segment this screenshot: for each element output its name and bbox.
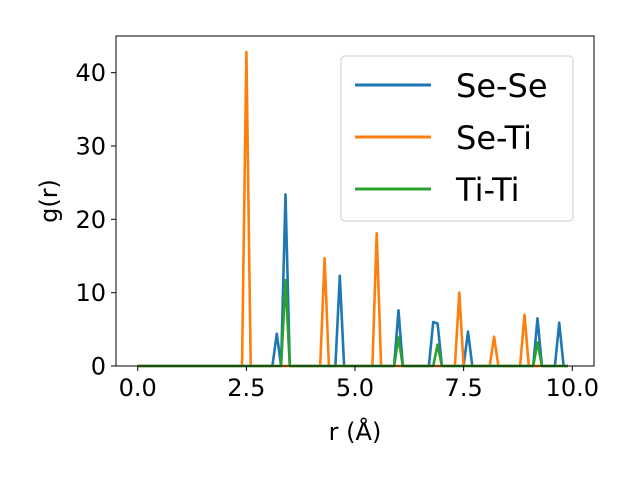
x-axis-label: r (Å) [329, 417, 382, 446]
y-tick-label: 40 [75, 59, 106, 87]
legend-box [340, 55, 574, 222]
x-axis: 0.0 2.5 5.0 7.5 10.0 [119, 366, 599, 402]
x-tick-label: 10.0 [546, 374, 599, 402]
y-axis: 0 10 20 30 40 [75, 59, 116, 381]
legend-entry-se-se: Se-Se [355, 67, 548, 105]
y-tick-label: 20 [75, 206, 106, 234]
legend: Se-Se Se-Ti Ti-Ti [340, 55, 574, 222]
x-tick-label: 2.5 [227, 374, 265, 402]
legend-label-se-se: Se-Se [456, 67, 548, 105]
x-tick-label: 5.0 [336, 374, 374, 402]
legend-entry-se-ti: Se-Ti [355, 119, 532, 157]
x-tick-label: 7.5 [445, 374, 483, 402]
legend-label-se-ti: Se-Ti [456, 119, 532, 157]
y-axis-label: g(r) [35, 179, 63, 223]
y-tick-label: 0 [91, 353, 106, 381]
legend-label-ti-ti: Ti-Ti [455, 171, 520, 209]
y-tick-label: 10 [75, 279, 106, 307]
y-tick-label: 30 [75, 133, 106, 161]
x-tick-label: 0.0 [119, 374, 157, 402]
legend-entry-ti-ti: Ti-Ti [355, 171, 520, 209]
